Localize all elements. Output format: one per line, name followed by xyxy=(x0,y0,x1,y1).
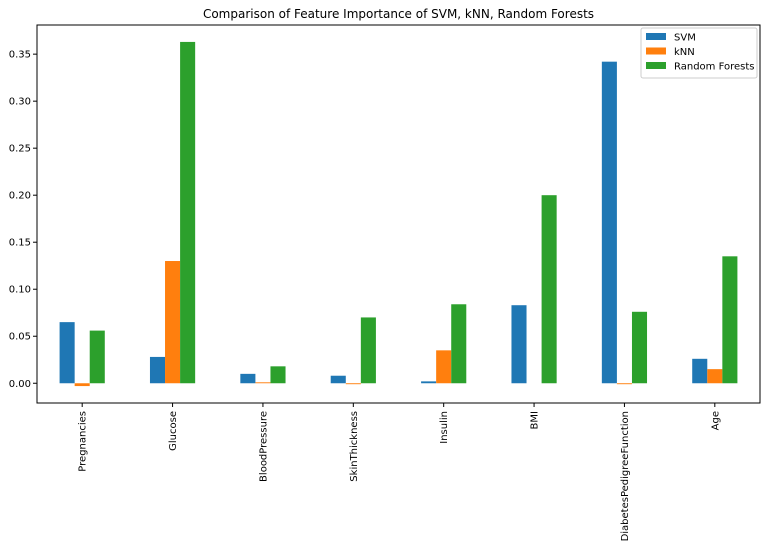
y-tick-label: 0.10 xyxy=(9,285,31,296)
bar-knn-insulin xyxy=(436,350,452,384)
legend-swatch-knn xyxy=(646,47,666,55)
bar-knn-glucose xyxy=(165,261,181,384)
bar-random-forests-insulin xyxy=(451,304,467,384)
y-tick-label: 0.35 xyxy=(9,50,31,61)
axes-layer: 0.00 0.05 0.10 0.15 0.20 0.25 0.30 0.35 Pregnanc… xyxy=(9,24,761,541)
bar-svm-bmi xyxy=(511,305,527,384)
legend-box xyxy=(640,27,758,79)
bar-knn-diabetespedigreefunction xyxy=(616,383,632,385)
bar-random-forests-bmi xyxy=(541,195,557,384)
x-tick-label: Glucose xyxy=(168,411,179,451)
x-tick-label: Age xyxy=(710,411,721,430)
bar-svm-age xyxy=(692,358,708,384)
legend-label-random-forests: Random Forests xyxy=(674,62,754,73)
y-tick-label: 0.20 xyxy=(9,191,31,202)
bar-knn-skinthickness xyxy=(345,383,361,385)
bar-knn-age xyxy=(707,369,723,384)
plot-frame xyxy=(36,24,761,404)
x-tick-label: Insulin xyxy=(439,411,450,444)
bar-svm-pregnancies xyxy=(59,322,75,384)
x-tick-label: Pregnancies xyxy=(78,411,89,472)
bar-random-forests-skinthickness xyxy=(360,317,376,384)
bar-svm-glucose xyxy=(149,356,166,384)
bar-random-forests-glucose xyxy=(180,41,196,384)
y-tick-label: 0.30 xyxy=(9,97,31,108)
bar-random-forests-pregnancies xyxy=(89,330,105,384)
bars-layer xyxy=(59,41,738,387)
x-tick-label: BloodPressure xyxy=(258,411,269,482)
bar-random-forests-bloodpressure xyxy=(270,366,286,384)
x-tick-label: DiabetesPedigreeFunction xyxy=(620,411,631,541)
x-tick-label: BMI xyxy=(530,411,541,429)
chart-title: Comparison of Feature Importance of SVM,… xyxy=(203,7,594,21)
bar-random-forests-age xyxy=(722,256,738,384)
y-tick-label: 0.00 xyxy=(9,379,31,390)
bar-random-forests-diabetespedigreefunction xyxy=(631,311,648,384)
bar-knn-pregnancies xyxy=(74,383,90,387)
x-tick-label: SkinThickness xyxy=(349,411,360,482)
y-tick-label: 0.15 xyxy=(9,238,31,249)
bar-svm-diabetespedigreefunction xyxy=(601,61,617,384)
legend-label-knn: kNN xyxy=(674,47,695,58)
legend-label-svm: SVM xyxy=(674,33,696,44)
bar-svm-skinthickness xyxy=(330,375,346,384)
legend-swatch-svm xyxy=(646,33,666,40)
y-tick-label: 0.05 xyxy=(9,332,31,343)
y-tick-label: 0.25 xyxy=(9,144,31,155)
bar-svm-bloodpressure xyxy=(240,373,256,384)
bar-svm-insulin xyxy=(421,381,437,384)
legend: SVM kNN Random Forests xyxy=(640,27,758,79)
legend-swatch-random-forests xyxy=(646,62,666,69)
bar-knn-bloodpressure xyxy=(255,382,271,384)
